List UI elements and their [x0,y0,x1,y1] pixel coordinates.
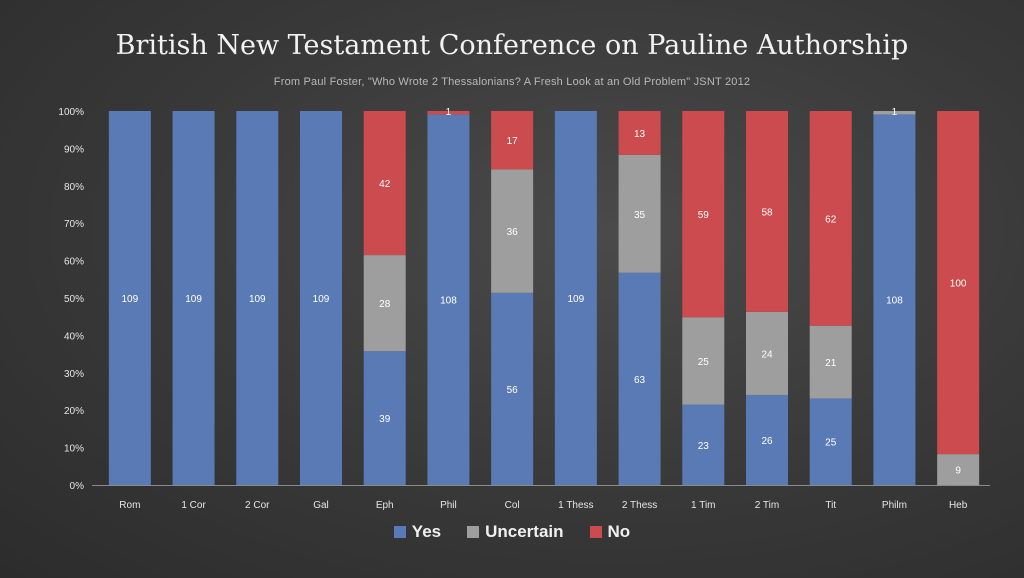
data-label: 23 [698,441,710,452]
bar-segment-uncertain [937,454,980,485]
y-tick-label: 50% [64,294,84,305]
bar-segment-uncertain [746,311,788,395]
data-label: 58 [761,207,773,218]
data-label: 28 [379,299,391,310]
bar-segment-yes [746,394,788,485]
y-tick-label: 90% [64,144,84,155]
x-tick-label: 1 Thess [558,500,593,511]
bar-segment-yes [491,292,534,485]
bar-segment-yes [108,111,151,485]
y-tick-label: 20% [64,406,84,417]
data-label: 109 [313,294,330,305]
data-label: 17 [507,136,519,147]
data-label: 62 [825,214,837,225]
legend-swatch-yes [393,526,406,538]
data-label: 1 [892,107,898,118]
bar-segment-no [937,111,980,455]
chart-title: British New Testament Conference on Paul… [115,30,909,61]
x-tick-label: Rom [119,500,140,511]
y-tick-label: 10% [64,444,84,455]
data-label: 100 [950,279,967,290]
y-tick-label: 70% [64,219,84,230]
bar-segment-no [618,111,661,155]
legend-item-no: No [589,522,631,542]
data-label: 24 [761,349,773,360]
legend-item-yes: Yes [393,522,442,542]
data-label: 21 [825,358,837,369]
bar-segment-yes [300,111,342,485]
legend-label-uncertain: Uncertain [485,522,564,541]
x-tick-label: 1 Cor [181,500,206,511]
y-tick-label: 0% [70,481,85,492]
data-label: 26 [761,436,773,447]
data-label: 108 [886,296,903,307]
data-label: 36 [507,227,519,238]
data-label: 109 [249,294,266,305]
bar-segment-no [363,111,406,256]
x-tick-label: Eph [376,500,394,511]
x-tick-label: 2 Tim [755,500,779,511]
x-tick-label: 2 Thess [622,500,657,511]
data-label: 108 [440,296,457,307]
bar-segment-yes [427,114,470,486]
bar-segment-yes [618,272,661,485]
bar-segment-uncertain [363,255,406,352]
data-label: 25 [825,438,837,449]
bar-segment-yes [554,111,597,485]
legend-swatch-no [589,526,602,538]
data-label: 109 [568,294,585,305]
chart-subtitle: From Paul Foster, "Who Wrote 2 Thessalon… [273,76,751,88]
data-label: 9 [955,466,961,477]
x-tick-label: Heb [949,500,968,511]
legend-item-uncertain: Uncertain [467,522,564,542]
bar-segment-yes [236,111,279,485]
legend: Yes Uncertain No [0,522,1024,542]
x-tick-label: Phil [440,500,457,511]
bar-segment-uncertain [682,317,725,405]
y-tick-label: 80% [64,182,84,193]
data-label: 59 [698,210,710,221]
x-tick-label: 2 Cor [245,500,270,511]
bar-segment-no [427,111,470,115]
bar-segment-no [682,111,725,318]
bar-segment-yes [873,114,916,486]
data-label: 35 [634,210,646,221]
data-label: 109 [122,294,139,305]
y-tick-label: 100% [58,107,84,118]
data-label: 1 [446,107,452,118]
x-tick-label: Gal [313,500,329,511]
data-label: 109 [185,294,202,305]
x-tick-label: Tit [825,500,836,511]
legend-label-no: No [607,522,631,541]
bar-segment-yes [363,351,406,485]
y-tick-label: 60% [64,257,84,268]
x-tick-label: 1 Tim [691,500,715,511]
y-tick-label: 30% [64,369,84,380]
bar-segment-no [809,111,852,326]
bar-segment-yes [172,111,215,485]
bar-segment-uncertain [873,111,916,115]
legend-label-yes: Yes [411,522,442,541]
data-label: 13 [634,129,646,140]
legend-swatch-uncertain [467,526,480,538]
bar-segment-yes [809,398,852,485]
bar-segment-no [491,111,534,170]
data-label: 39 [379,414,391,425]
bar-segment-uncertain [809,325,852,399]
x-tick-label: Philm [882,500,907,511]
bar-segment-no [746,111,788,312]
data-label: 56 [507,385,519,396]
bar-segment-uncertain [491,169,534,293]
x-tick-label: Col [505,500,520,511]
y-tick-label: 40% [64,331,84,342]
data-label: 25 [698,357,710,368]
data-label: 63 [634,375,646,386]
data-label: 42 [379,179,391,190]
bar-segment-yes [682,404,725,485]
bar-segment-uncertain [618,154,661,273]
